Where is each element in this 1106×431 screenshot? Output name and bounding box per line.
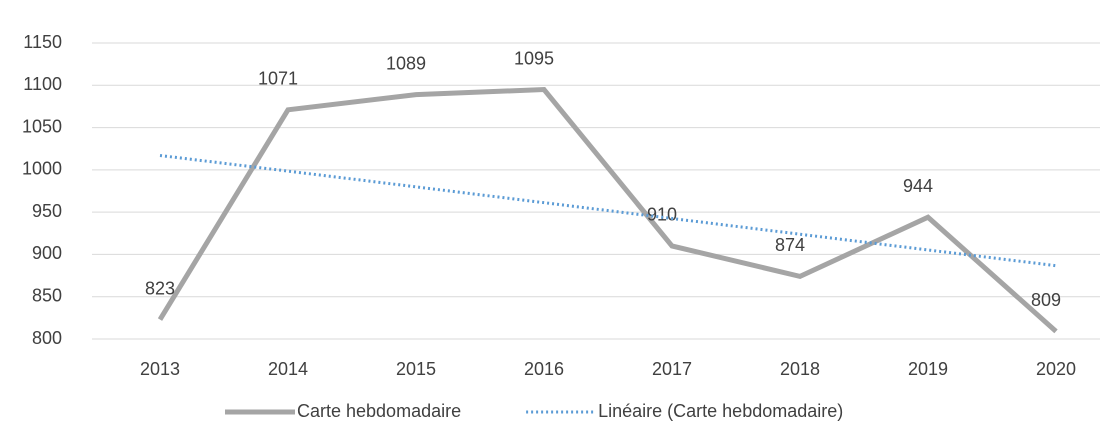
x-tick-label: 2016 — [524, 359, 564, 379]
y-tick-label: 950 — [32, 201, 62, 221]
x-tick-label: 2014 — [268, 359, 308, 379]
y-tick-label: 850 — [32, 285, 62, 305]
y-tick-label: 1100 — [23, 74, 62, 94]
y-tick-label: 900 — [32, 243, 62, 263]
data-label: 1095 — [514, 48, 554, 68]
data-label: 944 — [903, 176, 933, 196]
x-tick-label: 2019 — [908, 359, 948, 379]
data-label: 809 — [1031, 290, 1061, 310]
x-tick-label: 2020 — [1036, 359, 1076, 379]
data-label: 1071 — [258, 69, 298, 89]
data-label: 874 — [775, 235, 805, 255]
y-tick-label: 1000 — [22, 159, 62, 179]
series-line — [157, 86, 1058, 334]
y-tick-label: 800 — [32, 328, 62, 348]
series-line — [159, 153, 1057, 268]
x-tick-label: 2013 — [140, 359, 180, 379]
x-tick-label: 2015 — [396, 359, 436, 379]
y-tick-label: 1150 — [23, 32, 62, 52]
data-label: 1089 — [386, 53, 426, 73]
x-tick-label: 2018 — [780, 359, 820, 379]
y-tick-label: 1050 — [22, 116, 62, 136]
data-label: 823 — [145, 278, 175, 298]
legend-label: Linéaire (Carte hebdomadaire) — [598, 401, 843, 421]
legend-label: Carte hebdomadaire — [297, 401, 461, 421]
x-tick-label: 2017 — [652, 359, 692, 379]
data-label: 910 — [647, 205, 677, 225]
